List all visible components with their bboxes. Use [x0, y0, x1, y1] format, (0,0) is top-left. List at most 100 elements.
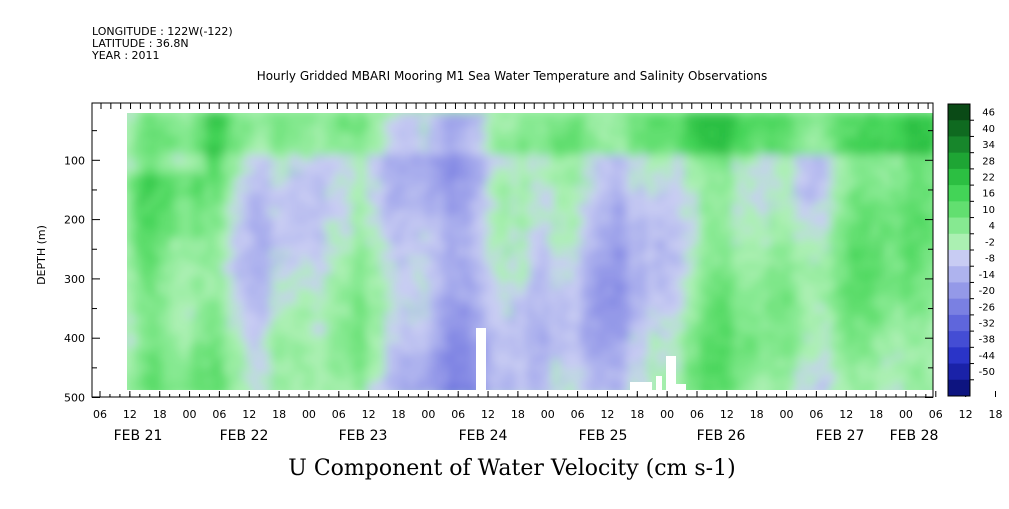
heatmap-cell	[643, 203, 650, 210]
heatmap-cell	[511, 215, 518, 222]
heatmap-cell	[553, 353, 560, 360]
heatmap-cell	[457, 305, 464, 312]
heatmap-cell	[559, 239, 566, 246]
heatmap-cell	[301, 221, 308, 228]
heatmap-cell	[415, 185, 422, 192]
heatmap-cell	[151, 251, 158, 258]
heatmap-cell	[337, 149, 344, 156]
heatmap-cell	[493, 161, 500, 168]
heatmap-cell	[595, 263, 602, 270]
heatmap-cell	[565, 293, 572, 300]
heatmap-cell	[607, 119, 614, 126]
heatmap-cell	[757, 185, 764, 192]
heatmap-cell	[337, 275, 344, 282]
heatmap-cell	[181, 185, 188, 192]
heatmap-cell	[463, 353, 470, 360]
heatmap-cell	[241, 269, 248, 276]
heatmap-cell	[445, 215, 452, 222]
heatmap-cell	[565, 299, 572, 306]
heatmap-cell	[541, 335, 548, 342]
heatmap-cell	[529, 383, 536, 390]
heatmap-cell	[511, 113, 518, 120]
heatmap-cell	[181, 161, 188, 168]
heatmap-cell	[607, 221, 614, 228]
heatmap-cell	[655, 281, 662, 288]
heatmap-cell	[181, 215, 188, 222]
heatmap-cell	[361, 143, 368, 150]
heatmap-cell	[301, 155, 308, 162]
heatmap-cell	[283, 227, 290, 234]
heatmap-cell	[295, 329, 302, 336]
heatmap-cell	[439, 323, 446, 330]
heatmap-cell	[487, 215, 494, 222]
heatmap-cell	[577, 125, 584, 132]
heatmap-cell	[199, 125, 206, 132]
heatmap-cell	[175, 233, 182, 240]
heatmap-cell	[169, 245, 176, 252]
heatmap-cell	[385, 341, 392, 348]
heatmap-cell	[631, 317, 638, 324]
heatmap-cell	[271, 263, 278, 270]
heatmap-cell	[511, 347, 518, 354]
heatmap-cell	[463, 173, 470, 180]
heatmap-cell	[481, 197, 488, 204]
heatmap-cell	[271, 341, 278, 348]
heatmap-cell	[175, 365, 182, 372]
heatmap-cell	[457, 371, 464, 378]
heatmap-cell	[727, 185, 734, 192]
heatmap-cell	[415, 197, 422, 204]
heatmap-cell	[445, 341, 452, 348]
heatmap-cell	[367, 149, 374, 156]
heatmap-cell	[289, 317, 296, 324]
heatmap-cell	[577, 119, 584, 126]
heatmap-cell	[583, 239, 590, 246]
heatmap-cell	[715, 113, 722, 120]
heatmap-cell	[487, 365, 494, 372]
heatmap-cell	[415, 317, 422, 324]
heatmap-cell	[397, 347, 404, 354]
heatmap-cell	[601, 191, 608, 198]
heatmap-cell	[613, 335, 620, 342]
heatmap-cell	[409, 125, 416, 132]
heatmap-cell	[283, 155, 290, 162]
heatmap-cell	[637, 263, 644, 270]
heatmap-cell	[733, 299, 740, 306]
heatmap-cell	[223, 203, 230, 210]
heatmap-cell	[145, 203, 152, 210]
heatmap-cell	[673, 197, 680, 204]
heatmap-cell	[673, 167, 680, 174]
heatmap-cell	[745, 119, 752, 126]
heatmap-cell	[325, 269, 332, 276]
heatmap-cell	[709, 209, 716, 216]
heatmap-cell	[481, 251, 488, 258]
heatmap-cell	[715, 167, 722, 174]
heatmap-cell	[157, 143, 164, 150]
heatmap-cell	[751, 197, 758, 204]
heatmap-cell	[379, 293, 386, 300]
heatmap-cell	[703, 149, 710, 156]
heatmap-cell	[355, 371, 362, 378]
heatmap-cell	[241, 347, 248, 354]
heatmap-cell	[535, 119, 542, 126]
heatmap-cell	[289, 233, 296, 240]
heatmap-cell	[403, 113, 410, 120]
heatmap-cell	[373, 125, 380, 132]
heatmap-cell	[415, 365, 422, 372]
heatmap-cell	[349, 251, 356, 258]
heatmap-cell	[619, 143, 626, 150]
heatmap-cell	[253, 383, 260, 390]
heatmap-cell	[325, 323, 332, 330]
heatmap-cell	[139, 149, 146, 156]
heatmap-cell	[349, 179, 356, 186]
heatmap-cell	[175, 281, 182, 288]
heatmap-cell	[199, 335, 206, 342]
heatmap-cell	[739, 269, 746, 276]
heatmap-cell	[475, 215, 482, 222]
heatmap-cell	[169, 341, 176, 348]
heatmap-cell	[259, 233, 266, 240]
heatmap-cell	[283, 191, 290, 198]
heatmap-cell	[523, 287, 530, 294]
heatmap-cell	[529, 203, 536, 210]
heatmap-cell	[553, 245, 560, 252]
heatmap-cell	[613, 341, 620, 348]
